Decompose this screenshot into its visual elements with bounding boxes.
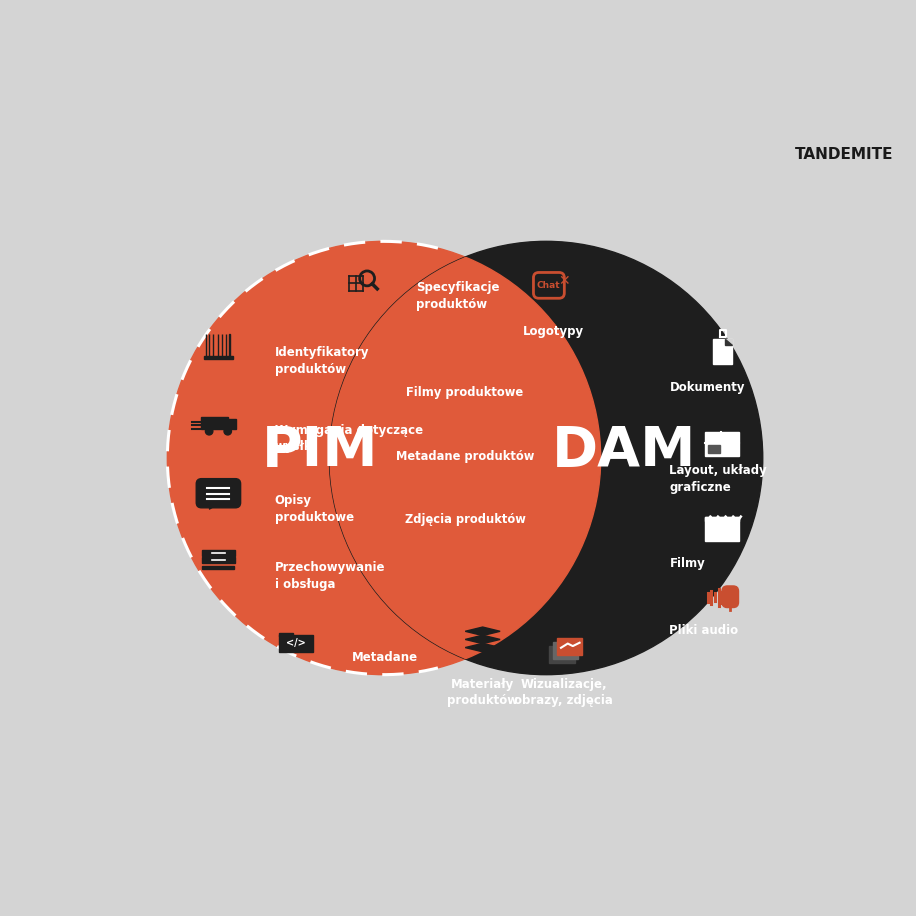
Text: Filmy produktowe: Filmy produktowe [407,387,524,399]
Text: Materiały
produktów: Materiały produktów [447,678,518,707]
Bar [279,636,313,652]
Text: Wymagania dotyczące
wysłki: Wymagania dotyczące wysłki [275,424,423,453]
Bar [202,557,235,563]
Text: </>: </> [286,638,306,649]
Text: Dokumenty: Dokumenty [670,381,745,394]
Polygon shape [465,627,500,636]
Circle shape [224,428,232,435]
Text: Metadane produktów: Metadane produktów [396,450,534,463]
Text: DAM: DAM [551,424,696,478]
Polygon shape [465,635,500,644]
Text: Metadane: Metadane [353,650,419,663]
Polygon shape [465,643,500,652]
Text: Opisy
produktowe: Opisy produktowe [275,495,354,524]
Circle shape [168,241,601,675]
Text: Pliki audio: Pliki audio [670,624,738,638]
Polygon shape [725,339,732,344]
Bar [713,339,732,365]
Text: Wizualizacje,
obrazy, zdjęcia: Wizualizacje, obrazy, zdjęcia [514,678,613,707]
Text: Przechowywanie
i obsługa: Przechowywanie i obsługa [275,562,386,591]
Bar [705,517,739,521]
Bar [705,518,739,541]
Text: T: T [726,433,735,443]
Circle shape [205,428,213,435]
Text: Logotypy: Logotypy [522,324,583,338]
Text: Zdjęcia produktów: Zdjęcia produktów [405,513,526,526]
Bar [202,566,234,570]
Polygon shape [717,524,728,533]
Bar [557,638,583,655]
FancyBboxPatch shape [705,432,739,456]
Bar [204,356,233,359]
Text: PIM: PIM [262,424,379,478]
Bar [553,642,578,660]
Polygon shape [209,503,220,509]
Text: Layout, układy
graficzne: Layout, układy graficzne [670,464,767,494]
Text: Specyfikacje
produktów: Specyfikacje produktów [416,281,499,311]
Circle shape [330,241,763,675]
FancyBboxPatch shape [722,586,738,607]
Text: Identyfikatory
produktów: Identyfikatory produktów [275,346,369,376]
Bar [201,417,228,429]
FancyBboxPatch shape [226,420,236,429]
Bar [708,445,720,453]
FancyBboxPatch shape [279,633,293,637]
Text: Filmy: Filmy [670,557,705,570]
Bar [550,646,574,663]
Text: TANDEMITE: TANDEMITE [794,147,893,162]
FancyBboxPatch shape [196,479,241,507]
Bar [202,550,235,556]
Text: ✕: ✕ [559,274,570,288]
Circle shape [168,241,601,675]
Polygon shape [725,339,732,344]
Text: Chat: Chat [537,281,561,289]
